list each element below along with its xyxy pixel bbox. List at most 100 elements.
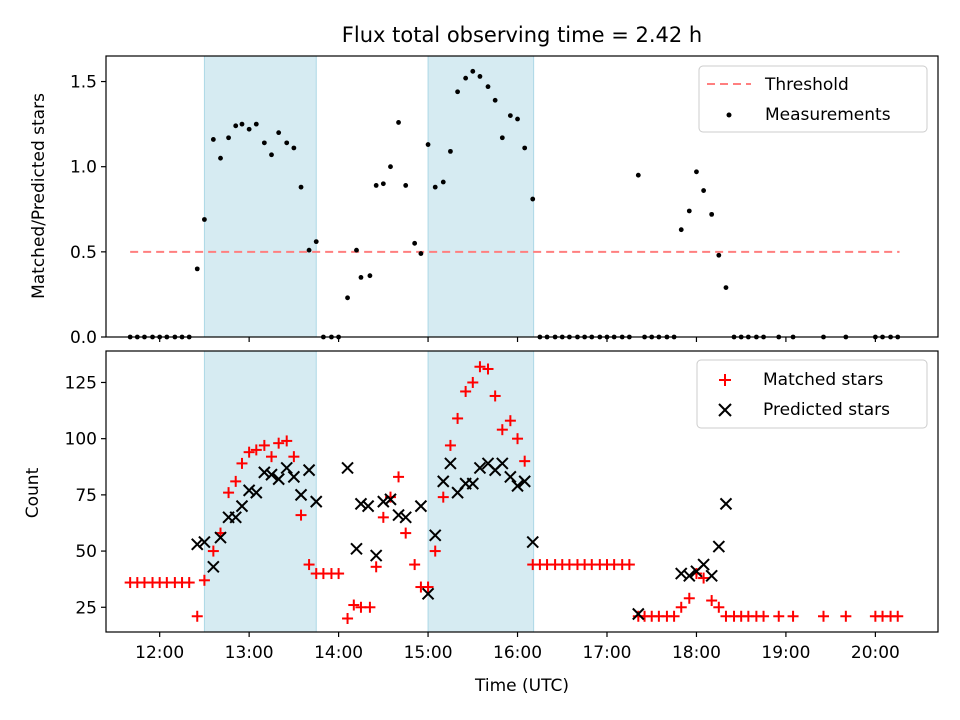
predicted-star-point [414, 499, 428, 513]
matched-star-point [444, 439, 456, 451]
matched-star-point [773, 610, 785, 622]
ratio-legend-box [698, 65, 928, 133]
predicted-star-point [354, 497, 368, 511]
predicted-star-point [504, 470, 517, 484]
legend-matched-swatch [719, 374, 731, 386]
measurement-point [678, 227, 684, 233]
count-panel: 25 50 75 100 125 12:00 13:00 14:00 15:00 16:00 17… [23, 350, 939, 696]
predicted-star-point [214, 531, 227, 544]
measurement-point [403, 183, 409, 188]
measurement-point [477, 74, 483, 79]
predicted-star-point [272, 472, 285, 486]
count-legend-box [696, 359, 928, 429]
measurement-point [269, 152, 274, 158]
matched-star-point [281, 435, 293, 447]
matched-star-point [370, 561, 382, 573]
measurement-point [499, 135, 505, 141]
measurement-point [367, 273, 373, 279]
measurement-point [470, 68, 476, 74]
count-legend: Matched stars Predicted stars [696, 359, 928, 429]
matched-star-point [250, 444, 262, 456]
measurement-point [261, 140, 267, 146]
measurement-point [284, 140, 290, 146]
matched-star-point [223, 487, 235, 499]
matched-star-point [496, 424, 508, 436]
measurement-point [354, 247, 359, 253]
predicted-star-point [705, 569, 718, 583]
y-tick-label: 25 [75, 598, 97, 618]
predicted-star-point [191, 538, 204, 551]
matched-star-point [400, 527, 412, 539]
matched-star-point [207, 545, 219, 557]
x-tick-label: 18:00 [672, 643, 721, 663]
predicted-star-point [229, 511, 242, 524]
matched-star-point [489, 390, 501, 402]
predicted-star-point [361, 499, 375, 513]
measurement-point [202, 217, 207, 222]
measurement-point [210, 137, 216, 142]
measurement-point [492, 97, 498, 103]
x-axis-ticks: 12:00 13:00 14:00 15:00 16:00 17:00 18:00 19:00… [135, 632, 900, 663]
matched-star-point [266, 451, 278, 463]
measurement-point [388, 164, 393, 170]
matched-star-point [787, 610, 799, 622]
matched-stars-points [124, 361, 904, 625]
y-axis-ticks: 25 50 75 100 125 [65, 373, 106, 618]
shaded-interval-0 [203, 350, 317, 633]
matched-star-point [892, 610, 904, 622]
matched-star-point [236, 457, 248, 469]
matched-star-point [452, 412, 464, 424]
predicted-star-point [429, 529, 442, 542]
predicted-star-point [294, 488, 308, 502]
predicted-star-point [377, 495, 390, 508]
matched-star-point [409, 559, 421, 571]
x-tick-label: 19:00 [761, 643, 810, 663]
measurement-point [194, 266, 200, 272]
y-tick-label: 75 [75, 486, 97, 506]
measurement-point [723, 285, 729, 291]
measurement-point [455, 89, 460, 95]
measurement-point [239, 121, 245, 127]
x-tick-label: 16:00 [493, 643, 542, 663]
matched-star-point [482, 363, 494, 375]
matched-star-point [467, 376, 479, 388]
y-axis-ticks: 0.0 0.5 1.0 1.5 [70, 73, 106, 348]
predicted-star-point [258, 466, 271, 479]
matched-star-point [429, 545, 441, 557]
measurement-point [358, 274, 364, 280]
matched-star-point [623, 559, 635, 571]
predicted-star-point [242, 484, 256, 497]
matched-star-point [460, 385, 472, 397]
predicted-star-point [250, 486, 263, 499]
predicted-star-point [712, 540, 726, 553]
y-tick-label: 100 [65, 430, 97, 450]
measurement-point [432, 184, 438, 190]
legend-predicted-swatch [718, 403, 732, 417]
measurement-point [686, 208, 692, 214]
measurement-point [515, 116, 520, 122]
x-tick-label: 15:00 [404, 643, 453, 663]
measurement-point [226, 135, 231, 141]
x-tick-label: 13:00 [225, 643, 274, 663]
measurement-point [425, 142, 431, 147]
legend-measurements-swatch [726, 112, 732, 118]
matched-star-point [333, 568, 345, 580]
matched-star-point [183, 577, 195, 589]
predicted-star-point [265, 468, 278, 481]
legend-matched-label: Matched stars [763, 370, 883, 390]
predicted-star-point [310, 495, 323, 508]
measurement-point [418, 251, 424, 256]
x-tick-label: 20:00 [851, 643, 900, 663]
predicted-star-point [473, 461, 487, 475]
shaded-interval-1 [427, 350, 535, 633]
matched-star-point [519, 455, 531, 467]
matched-star-point [295, 509, 307, 521]
predicted-star-point [697, 558, 710, 571]
predicted-star-point [399, 511, 412, 524]
matched-star-point [437, 491, 449, 503]
measurement-point [306, 247, 312, 253]
x-tick-label: 12:00 [135, 643, 184, 663]
predicted-star-point [444, 457, 457, 470]
measurement-point [345, 295, 350, 301]
measurement-point [313, 239, 319, 245]
